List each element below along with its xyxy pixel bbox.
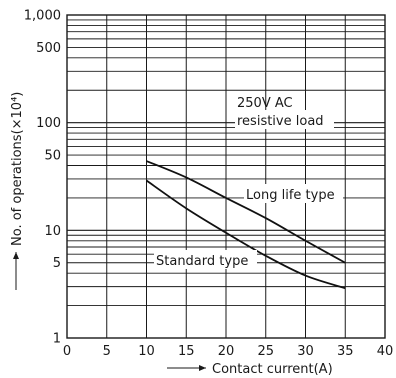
- x-tick-label: 30: [297, 344, 314, 359]
- y-tick-label: 1,000: [24, 9, 61, 24]
- y-axis-title: No. of operations(×10⁴): [10, 92, 25, 290]
- y-tick-label: 500: [36, 41, 61, 56]
- y-tick-label: 1: [53, 332, 61, 347]
- annotation-backdrop: [235, 110, 334, 129]
- series-layer: [145, 160, 346, 290]
- series-label-backdrop-long-life: [244, 184, 343, 203]
- y-tick-label: 5: [53, 256, 61, 271]
- series-label-long-life: Long life type: [246, 188, 335, 203]
- x-tick-label: 25: [257, 344, 274, 359]
- x-axis-arrow-head: [199, 365, 206, 371]
- y-tick-label: 50: [44, 149, 61, 164]
- x-tick-label: 5: [103, 344, 111, 359]
- x-tick-label: 10: [138, 344, 155, 359]
- x-tick-label: 40: [377, 344, 394, 359]
- x-tick-label: 35: [337, 344, 354, 359]
- y-tick-label: 100: [36, 116, 61, 131]
- x-tick-label: 20: [218, 344, 235, 359]
- y-tick-labels: 1 5 10 50 100 500 1,000: [24, 9, 61, 347]
- y-axis-arrow-head: [13, 252, 19, 259]
- annotation-line-1: 250V AC: [237, 96, 293, 111]
- y-axis-label: No. of operations(×10⁴): [10, 92, 25, 246]
- x-tick-labels: 0 5 10 15 20 25 30 35 40: [63, 344, 393, 359]
- x-tick-label: 0: [63, 344, 71, 359]
- plot-frame: [66, 14, 386, 339]
- annotation-line-2: resistive load: [237, 114, 324, 129]
- series-label-backdrop-standard: [154, 250, 257, 269]
- series-line-standard: [145, 179, 346, 290]
- x-axis-title: Contact current(A): [167, 362, 333, 377]
- series-label-standard: Standard type: [156, 254, 248, 269]
- x-tick-label: 15: [178, 344, 195, 359]
- y-tick-label: 10: [44, 224, 61, 239]
- grid: [67, 15, 385, 338]
- series-line-long-life: [146, 160, 346, 264]
- x-axis-label: Contact current(A): [212, 362, 333, 377]
